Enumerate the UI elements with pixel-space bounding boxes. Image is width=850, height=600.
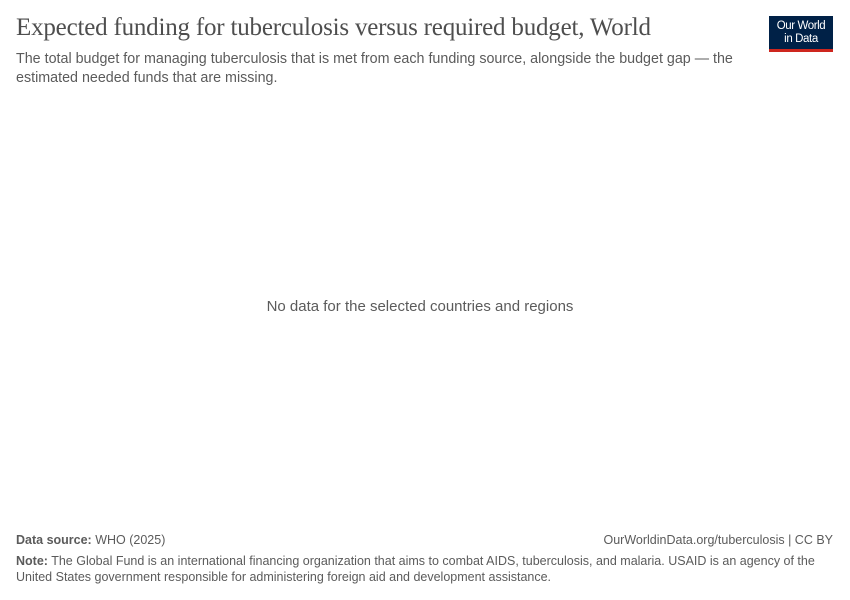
- logo-line-2: in Data: [784, 32, 818, 45]
- chart-title: Expected funding for tuberculosis versus…: [16, 14, 651, 41]
- no-data-message: No data for the selected countries and r…: [266, 298, 574, 315]
- source-label: Data source:: [16, 533, 92, 547]
- chart-subtitle: The total budget for managing tuberculos…: [16, 51, 733, 86]
- chart-note: Note: The Global Fund is an internationa…: [16, 553, 816, 585]
- source-link[interactable]: WHO (2025): [95, 533, 166, 547]
- logo-line-1: Our World: [776, 20, 826, 32]
- note-text: The Global Fund is an international fina…: [16, 554, 815, 584]
- source-url-link[interactable]: OurWorldinData.org/tuberculosis | CC BY: [603, 533, 834, 547]
- data-source: Data source: WHO (2025): [16, 533, 165, 547]
- note-label: Note:: [16, 554, 48, 568]
- owid-logo[interactable]: Our World in Data: [769, 16, 833, 52]
